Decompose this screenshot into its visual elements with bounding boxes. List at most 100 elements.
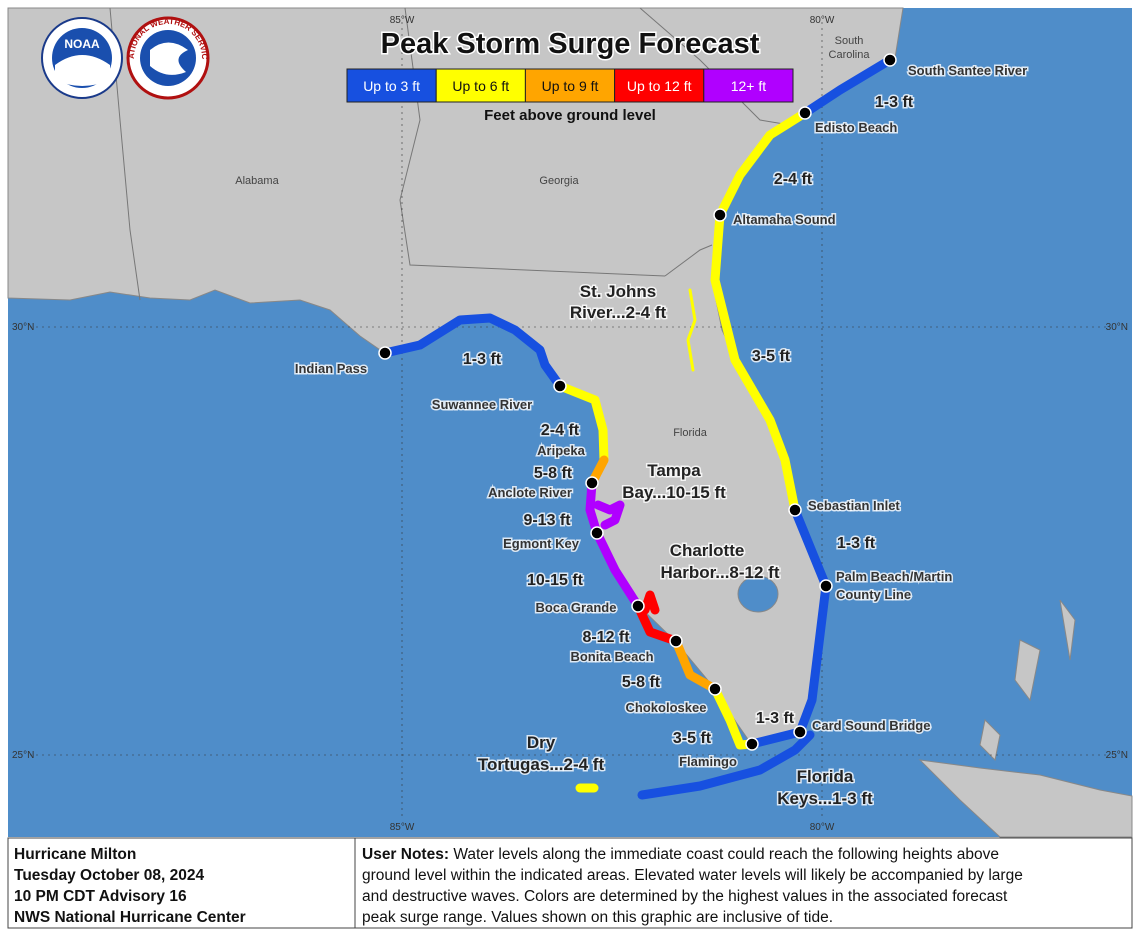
range-label: 5-8 ft — [622, 674, 661, 691]
location-label: Aripeka — [537, 443, 585, 458]
location-label: Indian Pass — [295, 361, 367, 376]
notes-first-line: User Notes: Water levels along the immed… — [362, 846, 999, 863]
range-labels: 1-3 ft 2-4 ft 3-5 ft 1-3 ft 1-3 ft 3-5 f… — [461, 93, 915, 749]
breakpoint — [798, 106, 812, 120]
area-label: Charlotte — [670, 541, 745, 560]
range-label: 1-3 ft — [875, 94, 914, 111]
notes-line: Water levels along the immediate coast c… — [453, 846, 999, 863]
breakpoint — [708, 682, 722, 696]
notes-line: peak surge range. Values shown on this g… — [362, 909, 833, 926]
breakpoint — [788, 503, 802, 517]
location-label: Suwannee River — [432, 397, 532, 412]
location-label: Anclote River — [488, 485, 572, 500]
breakpoint — [713, 208, 727, 222]
legend: Up to 3 ft Up to 6 ft Up to 9 ft Up to 12 f… — [346, 68, 794, 103]
area-label: River...2-4 ft — [570, 303, 667, 322]
range-label: 8-12 ft — [582, 629, 630, 646]
surge-segments — [380, 55, 895, 800]
surge-segment — [800, 55, 895, 118]
location-label: Edisto Beach — [815, 120, 897, 135]
nws-cloud — [150, 42, 188, 75]
range-label: 2-4 ft — [774, 171, 813, 188]
longitude-label: 85°W — [390, 15, 415, 26]
location-label: Boca Grande — [536, 600, 617, 615]
surge-segment — [795, 581, 831, 737]
legend-swatch — [435, 68, 526, 103]
location-label: Bonita Beach — [570, 649, 653, 664]
location-label: South Santee River — [908, 63, 1027, 78]
noaa-bird — [55, 55, 110, 86]
breakpoint — [553, 379, 567, 393]
legend-label: Up to 3 ft — [363, 78, 420, 94]
state-label: Alabama — [235, 175, 279, 187]
surge-segment — [380, 313, 565, 391]
state-label: Georgia — [539, 175, 579, 187]
breakpoints — [378, 53, 897, 751]
area-label: Dry — [527, 733, 556, 752]
surge-segment — [710, 108, 810, 515]
info-line: 10 PM CDT Advisory 16 — [14, 888, 187, 905]
notes-line: and destructive waves. Colors are determ… — [362, 888, 1008, 905]
notes-line: ground level within the indicated areas.… — [362, 867, 1023, 884]
surge-segment — [637, 730, 815, 800]
surge-segment — [747, 727, 805, 749]
notes-label: User Notes: — [362, 846, 449, 863]
breakpoint — [669, 634, 683, 648]
location-labels: South Santee River Edisto Beach Altamaha… — [293, 62, 1028, 771]
location-label: Altamaha Sound — [733, 212, 836, 227]
land — [7, 7, 1133, 838]
legend-label: Up to 12 ft — [627, 78, 692, 94]
info-line: NWS National Hurricane Center — [14, 909, 246, 926]
range-label: 3-5 ft — [752, 348, 791, 365]
location-label: Chokoloskee — [626, 700, 707, 715]
area-label: Keys...1-3 ft — [777, 789, 873, 808]
info-line: Hurricane Milton — [14, 846, 136, 863]
location-label: Flamingo — [679, 754, 737, 769]
noaa-text: NOAA — [64, 37, 100, 51]
location-label: Egmont Key — [503, 536, 580, 551]
legend-swatch — [614, 68, 705, 103]
surge-segment — [686, 288, 697, 372]
graticule-labels: 85°W 80°W 85°W 80°W 30°N 30°N 25°N 25°N — [12, 15, 1128, 833]
info-line: Tuesday October 08, 2024 — [14, 867, 204, 884]
legend-swatch — [703, 68, 794, 103]
range-label: 1-3 ft — [756, 710, 795, 727]
range-label: 10-15 ft — [527, 572, 584, 589]
breakpoint — [819, 579, 833, 593]
range-label: 1-3 ft — [463, 351, 502, 368]
location-label: County Line — [836, 587, 911, 602]
legend-swatch — [346, 68, 437, 103]
breakpoint — [793, 725, 807, 739]
range-label: 9-13 ft — [523, 512, 571, 529]
location-label: Sebastian Inlet — [808, 498, 900, 513]
area-label: Harbor...8-12 ft — [660, 563, 779, 582]
area-label: Tortugas...2-4 ft — [478, 755, 605, 774]
legend-label: 12+ ft — [731, 78, 767, 94]
area-label: St. Johns — [580, 282, 657, 301]
latitude-label: 25°N — [1106, 750, 1128, 761]
location-label: Card Sound Bridge — [812, 718, 930, 733]
breakpoint — [883, 53, 897, 67]
surge-segment — [593, 500, 625, 530]
location-label: Palm Beach/Martin — [836, 569, 952, 584]
title: Peak Storm Surge Forecast — [381, 28, 760, 60]
info-box — [7, 837, 356, 929]
surge-segment — [555, 381, 609, 465]
area-label: Bay...10-15 ft — [622, 483, 726, 502]
breakpoint — [590, 526, 604, 540]
range-label: 3-5 ft — [673, 730, 712, 747]
legend-label: Up to 6 ft — [452, 78, 509, 94]
longitude-label: 80°W — [810, 15, 835, 26]
area-label: Florida — [797, 767, 854, 786]
range-label: 1-3 ft — [837, 535, 876, 552]
range-label: 2-4 ft — [541, 422, 580, 439]
area-labels: St. Johns River...2-4 ft Tampa Bay...10-… — [476, 281, 874, 810]
notes-box — [354, 837, 1133, 929]
surge-segment — [633, 601, 681, 646]
breakpoint — [631, 599, 645, 613]
breakpoint — [585, 476, 599, 490]
state-label: South — [835, 35, 864, 47]
graticule — [30, 22, 1110, 818]
legend-caption: Feet above ground level — [484, 107, 656, 124]
